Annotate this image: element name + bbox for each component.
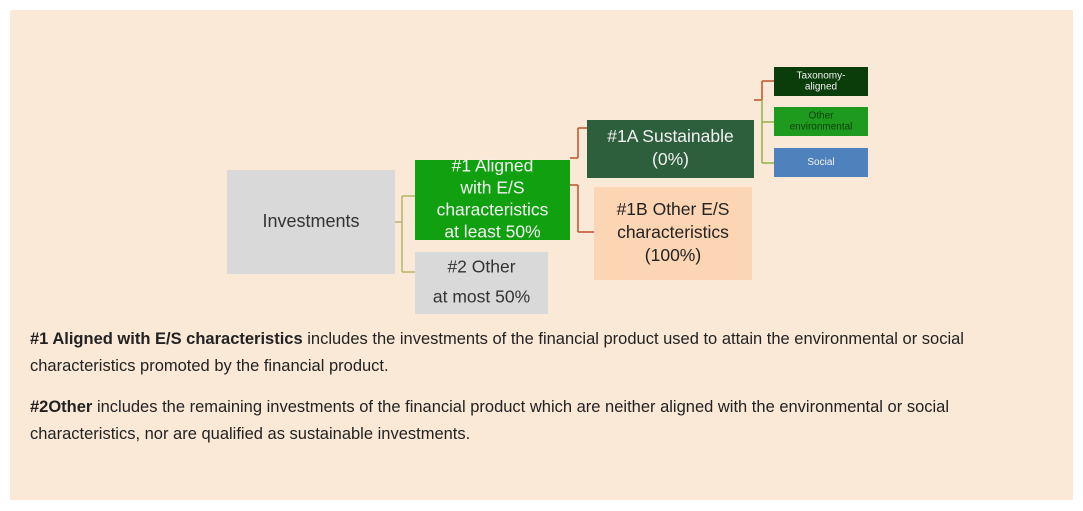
panel: Investments #1 Aligned with E/S characteris… (10, 10, 1073, 500)
node-label: with E/S (459, 178, 524, 198)
node-label: (100%) (645, 245, 701, 265)
node-box (587, 120, 754, 178)
node-box (774, 148, 868, 177)
note-bold: #1 Aligned with E/S characteristics (30, 330, 303, 348)
node-label: Other (808, 111, 834, 122)
node-label: Social (807, 157, 834, 168)
node-label: #1B Other E/S (617, 199, 730, 219)
connector (395, 195, 415, 273)
connector (761, 100, 774, 123)
connector (570, 127, 594, 233)
connector (754, 80, 774, 101)
note: #1 Aligned with E/S characteristics incl… (30, 326, 1060, 380)
node-label: Investments (262, 211, 359, 231)
node-label: characteristics (617, 222, 729, 242)
node-box (227, 170, 395, 274)
connector (761, 122, 774, 164)
note-bold: #2Other (30, 398, 93, 416)
node-label: at most 50% (433, 287, 530, 307)
note-text: includes the remaining investments of th… (30, 398, 949, 443)
note: #2Other includes the remaining investmen… (30, 394, 1060, 448)
node-box (415, 252, 548, 314)
note-text: includes the investments of the financia… (30, 330, 964, 375)
node-box (774, 107, 868, 136)
node-label: #1A Sustainable (607, 126, 734, 146)
node-label: characteristics (437, 200, 549, 220)
node-label: (0%) (652, 149, 689, 169)
node-box (594, 187, 752, 280)
node-box (774, 67, 868, 96)
node-label: Taxonomy- (797, 71, 846, 82)
node-label: aligned (805, 82, 837, 93)
node-label: environmental (790, 122, 853, 133)
node-label: #1 Aligned (452, 156, 534, 176)
node-label: #2 Other (447, 257, 515, 277)
node-box (415, 160, 570, 240)
node-label: at least 50% (444, 222, 540, 242)
